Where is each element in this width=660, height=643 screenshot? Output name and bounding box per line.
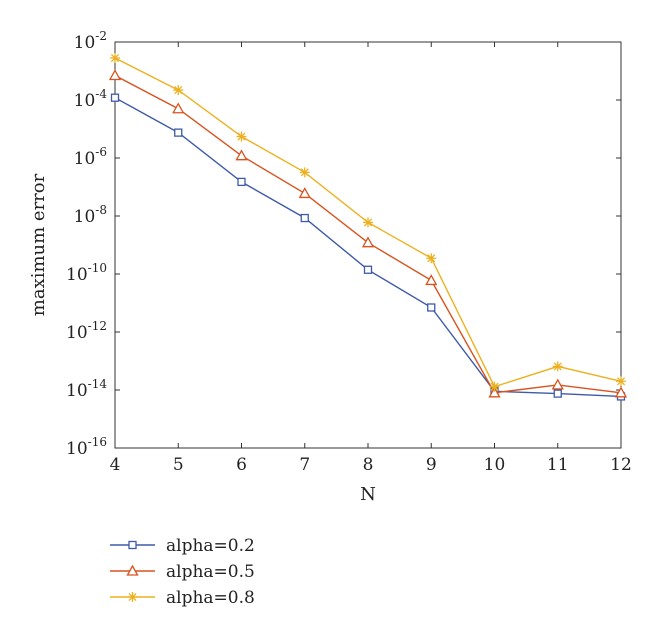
data-point: [236, 131, 247, 142]
y-tick-label: 10-16: [66, 435, 107, 459]
y-tick-label: 10-8: [74, 203, 107, 227]
data-point: [127, 592, 138, 602]
x-tick-label: 4: [110, 455, 121, 475]
x-axis-label: N: [360, 484, 376, 505]
data-point: [363, 217, 373, 228]
data-point: [108, 69, 122, 81]
data-point: [237, 177, 246, 187]
x-tick-label: 12: [610, 455, 632, 475]
data-point: [235, 149, 248, 161]
y-tick-label: 10-12: [66, 319, 107, 343]
x-tick-label: 5: [173, 455, 184, 475]
legend-label: alpha=0.5: [166, 562, 255, 582]
data-point: [553, 389, 562, 398]
legend: alpha=0.2 alpha=0.5 alpha=0.8: [110, 536, 255, 608]
data-point: [361, 236, 375, 248]
data-point: [300, 213, 309, 223]
data-point: [172, 102, 185, 114]
y-tick-label: 10-2: [74, 29, 107, 53]
axis-ticks: 4 5 6 7 8 9 10 11 12 10-16 10-14 10-12 10-10 10-8 10-6…: [66, 29, 632, 475]
series-alpha-0-8: [110, 53, 626, 392]
legend-label: alpha=0.8: [166, 588, 255, 608]
x-tick-label: 10: [484, 455, 506, 475]
data-point: [110, 93, 120, 102]
data-point: [299, 167, 310, 178]
x-tick-label: 9: [426, 455, 437, 475]
data-point: [551, 378, 564, 390]
data-point: [425, 274, 438, 286]
data-point: [614, 386, 628, 398]
legend-label: alpha=0.2: [166, 536, 255, 556]
x-tick-label: 11: [547, 455, 569, 475]
data-point: [126, 564, 139, 576]
data-point: [128, 540, 137, 550]
legend-entry: alpha=0.8: [110, 588, 255, 608]
y-tick-label: 10-4: [74, 87, 108, 111]
x-tick-label: 8: [363, 455, 374, 475]
data-point: [488, 386, 501, 398]
y-tick-label: 10-14: [66, 377, 107, 401]
x-tick-label: 6: [236, 455, 247, 475]
data-point: [174, 128, 183, 137]
series-layer: [108, 53, 628, 401]
data-point: [426, 253, 437, 264]
data-point: [298, 187, 311, 199]
y-axis-label: maximum error: [28, 173, 49, 316]
y-tick-label: 10-6: [74, 145, 107, 169]
series-alpha-0-5: [108, 69, 628, 398]
data-point: [427, 303, 436, 312]
y-tick-label: 10-10: [66, 261, 107, 285]
data-point: [173, 85, 184, 96]
data-point: [363, 265, 373, 274]
data-point: [552, 361, 563, 372]
legend-entry: alpha=0.2: [110, 536, 255, 556]
data-point: [110, 53, 120, 64]
data-point: [616, 376, 626, 387]
legend-entry: alpha=0.5: [110, 562, 255, 582]
data-point: [489, 381, 500, 392]
x-tick-label: 7: [299, 455, 310, 475]
